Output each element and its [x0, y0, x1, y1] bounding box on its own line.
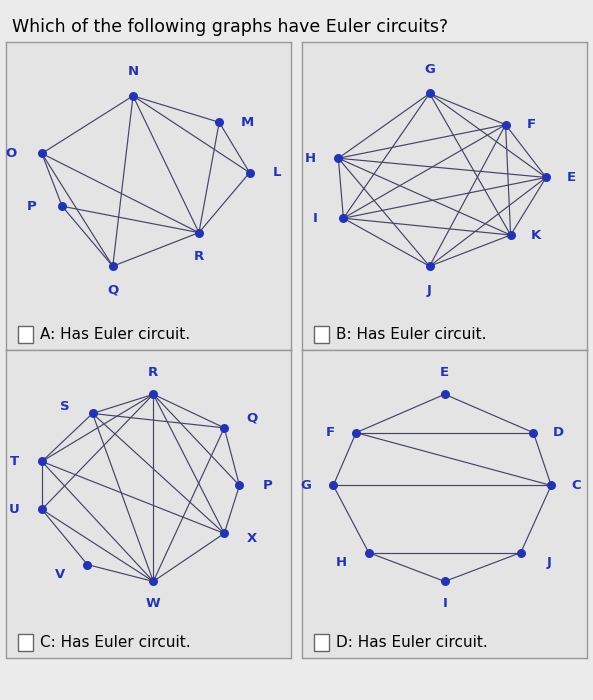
Text: P: P [27, 199, 37, 213]
Text: G: G [300, 479, 311, 492]
Text: A: Has Euler circuit.: A: Has Euler circuit. [40, 327, 190, 342]
Text: H: H [335, 556, 346, 568]
Text: Q: Q [247, 412, 258, 425]
Text: Which of the following graphs have Euler circuits?: Which of the following graphs have Euler… [12, 18, 448, 36]
Text: E: E [440, 366, 449, 379]
Text: J: J [427, 284, 432, 297]
Text: F: F [326, 426, 335, 439]
Text: I: I [313, 211, 318, 225]
Text: N: N [127, 65, 139, 78]
Text: I: I [442, 596, 447, 610]
Text: D: D [553, 426, 565, 439]
Text: C: C [572, 479, 581, 492]
Text: G: G [424, 63, 435, 76]
Text: P: P [263, 479, 272, 492]
Text: B: Has Euler circuit.: B: Has Euler circuit. [336, 327, 487, 342]
Text: D: Has Euler circuit.: D: Has Euler circuit. [336, 635, 488, 650]
Text: T: T [9, 455, 18, 468]
Text: O: O [6, 147, 17, 160]
Text: M: M [240, 116, 254, 129]
Text: L: L [273, 166, 282, 179]
Text: J: J [546, 556, 551, 568]
Text: X: X [247, 532, 257, 545]
Text: H: H [305, 152, 316, 164]
Text: F: F [527, 118, 535, 131]
Text: E: E [567, 171, 576, 184]
Text: C: Has Euler circuit.: C: Has Euler circuit. [40, 635, 190, 650]
Text: K: K [531, 228, 541, 242]
Text: Q: Q [107, 284, 119, 297]
Text: U: U [8, 503, 20, 516]
Text: R: R [194, 250, 204, 263]
Text: V: V [55, 568, 65, 581]
Text: W: W [146, 596, 161, 610]
Text: S: S [60, 400, 69, 413]
Text: R: R [148, 366, 158, 379]
